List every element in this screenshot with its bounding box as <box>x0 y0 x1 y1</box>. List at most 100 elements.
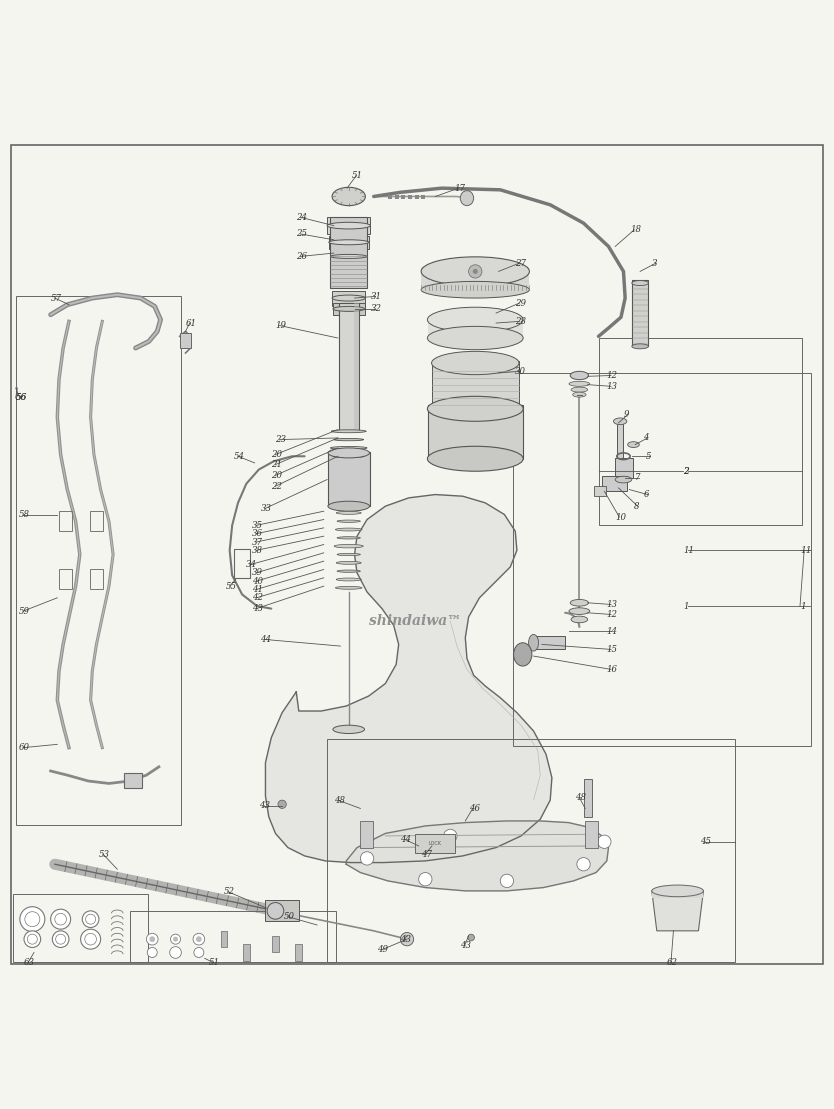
Text: 47: 47 <box>421 849 432 858</box>
Bar <box>602 476 627 491</box>
Ellipse shape <box>569 381 590 386</box>
Ellipse shape <box>336 561 361 564</box>
Ellipse shape <box>652 885 703 897</box>
Ellipse shape <box>431 352 519 375</box>
Ellipse shape <box>421 257 530 286</box>
Circle shape <box>169 947 181 958</box>
Bar <box>59 511 73 531</box>
Text: 13: 13 <box>607 600 618 609</box>
Bar <box>90 570 103 590</box>
Bar <box>421 267 530 293</box>
Ellipse shape <box>529 634 539 651</box>
Circle shape <box>28 934 38 944</box>
Ellipse shape <box>427 307 523 333</box>
Bar <box>130 910 336 963</box>
Ellipse shape <box>329 240 369 245</box>
Text: 62: 62 <box>667 958 678 967</box>
Circle shape <box>360 852 374 865</box>
Text: 27: 27 <box>515 258 526 267</box>
Ellipse shape <box>571 617 588 623</box>
Bar <box>265 901 299 920</box>
Ellipse shape <box>427 326 523 349</box>
Ellipse shape <box>333 306 364 312</box>
Circle shape <box>85 934 97 945</box>
Bar <box>330 252 367 262</box>
Bar <box>594 486 606 496</box>
Ellipse shape <box>328 448 369 458</box>
Circle shape <box>400 933 414 946</box>
Circle shape <box>267 903 284 919</box>
Text: 11: 11 <box>800 546 811 554</box>
Bar <box>330 217 367 288</box>
Circle shape <box>193 947 203 957</box>
Ellipse shape <box>427 396 523 421</box>
Text: 10: 10 <box>615 512 626 521</box>
Circle shape <box>56 934 66 944</box>
Text: 30: 30 <box>515 367 526 376</box>
Text: 40: 40 <box>252 577 264 586</box>
Circle shape <box>469 265 482 278</box>
Bar <box>534 637 565 650</box>
Text: 12: 12 <box>607 610 618 619</box>
Bar <box>617 421 624 461</box>
Bar <box>632 279 649 346</box>
Text: 43: 43 <box>252 604 264 613</box>
Bar <box>234 549 250 578</box>
Circle shape <box>500 874 514 887</box>
Circle shape <box>173 937 178 942</box>
Bar <box>415 834 455 853</box>
Bar <box>428 405 523 459</box>
Ellipse shape <box>334 545 364 548</box>
Bar <box>220 930 227 947</box>
Bar <box>16 296 180 825</box>
Bar <box>354 303 359 429</box>
Ellipse shape <box>337 537 360 539</box>
Ellipse shape <box>570 372 589 379</box>
Ellipse shape <box>427 446 523 471</box>
Text: 18: 18 <box>631 225 641 234</box>
Ellipse shape <box>628 441 640 448</box>
Ellipse shape <box>335 528 362 531</box>
Text: 2: 2 <box>683 467 689 476</box>
Ellipse shape <box>330 447 367 449</box>
Circle shape <box>444 830 457 843</box>
Bar <box>428 319 523 338</box>
Circle shape <box>147 934 158 945</box>
Bar <box>329 236 369 248</box>
Text: 56: 56 <box>16 394 28 403</box>
Bar <box>295 944 302 960</box>
Text: 1: 1 <box>683 601 689 611</box>
Ellipse shape <box>336 511 361 515</box>
Circle shape <box>55 914 67 925</box>
Text: 63: 63 <box>24 958 35 967</box>
Text: 43: 43 <box>400 935 411 944</box>
Text: 17: 17 <box>455 184 465 193</box>
Ellipse shape <box>334 438 364 440</box>
Bar <box>328 452 369 506</box>
Ellipse shape <box>431 397 519 420</box>
Circle shape <box>83 910 99 927</box>
Bar <box>327 217 370 234</box>
Text: 46: 46 <box>469 804 480 813</box>
Text: 50: 50 <box>284 913 294 922</box>
Ellipse shape <box>632 281 649 285</box>
Ellipse shape <box>332 187 365 205</box>
Text: 20: 20 <box>271 450 282 459</box>
Text: 35: 35 <box>252 521 264 530</box>
Bar <box>585 821 598 847</box>
Polygon shape <box>265 495 552 863</box>
Circle shape <box>86 914 96 924</box>
Text: 20: 20 <box>271 471 282 480</box>
Text: 22: 22 <box>271 481 282 490</box>
Circle shape <box>20 907 45 932</box>
Bar <box>513 373 811 746</box>
Circle shape <box>196 936 202 942</box>
Text: 34: 34 <box>246 560 258 569</box>
Circle shape <box>149 936 155 942</box>
Ellipse shape <box>333 455 364 457</box>
Bar <box>394 195 399 199</box>
Ellipse shape <box>550 639 563 647</box>
Ellipse shape <box>330 254 367 258</box>
Ellipse shape <box>573 393 586 397</box>
Circle shape <box>419 873 432 886</box>
